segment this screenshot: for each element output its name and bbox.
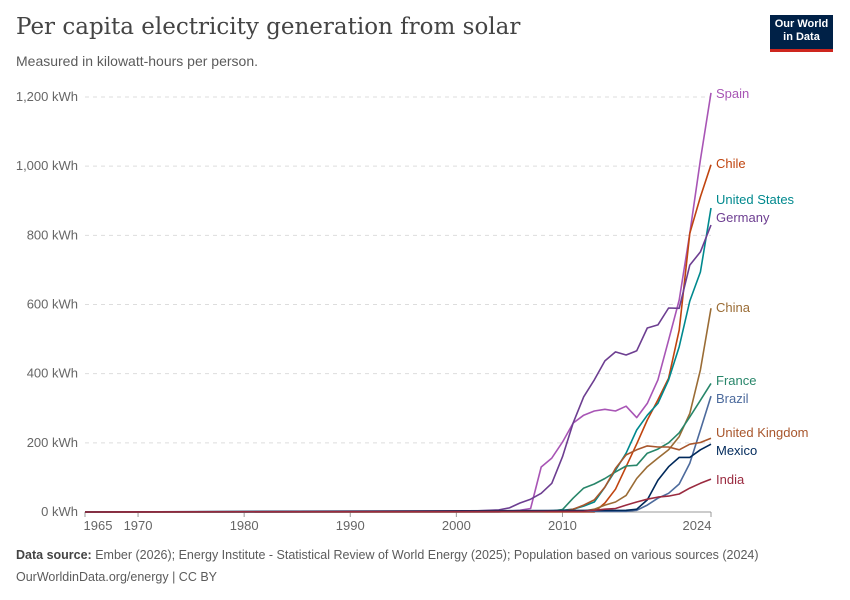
series-label: Mexico	[716, 443, 757, 458]
x-tick-label: 2010	[548, 518, 577, 533]
series-label: United States	[716, 192, 795, 207]
series-line-india	[84, 478, 712, 513]
series-label: Germany	[716, 210, 770, 225]
owid-logo[interactable]: Our World in Data	[770, 15, 833, 52]
footer-link[interactable]: OurWorldinData.org/energy | CC BY	[16, 570, 218, 584]
source-text: Ember (2026); Energy Institute - Statist…	[95, 548, 759, 562]
chart-subtitle: Measured in kilowatt-hours per person.	[16, 53, 259, 69]
series-line-brazil	[84, 395, 712, 513]
x-tick-label: 2024	[683, 518, 712, 533]
line-chart: 0 kWh 200 kWh 400 kWh 600 kWh 800 kWh 1,000 k…	[16, 86, 809, 533]
y-tick-label: 200 kWh	[27, 435, 78, 450]
series-label: United Kingdom	[716, 425, 809, 440]
source-label: Data source:	[16, 548, 92, 562]
series-label: China	[716, 300, 751, 315]
y-tick-label: 0 kWh	[41, 504, 78, 519]
series-label: France	[716, 373, 756, 388]
series-line-united-kingdom	[84, 437, 712, 513]
series-line-china	[84, 308, 712, 513]
x-tick-label: 2000	[442, 518, 471, 533]
series-label: Chile	[716, 156, 746, 171]
series-line-mexico	[84, 443, 712, 513]
series-line-germany	[84, 224, 712, 513]
x-tick-label: 1980	[230, 518, 259, 533]
y-tick-label: 400 kWh	[27, 366, 78, 381]
x-tick-label: 1965	[84, 518, 113, 533]
series-line-france	[84, 382, 712, 513]
series-line-spain	[85, 92, 712, 513]
series-label: Brazil	[716, 391, 749, 406]
x-tick-label: 1990	[336, 518, 365, 533]
data-source: Data source: Ember (2026); Energy Instit…	[16, 548, 759, 562]
series-line-chile	[85, 164, 712, 513]
chart-title: Per capita electricity generation from s…	[16, 14, 521, 40]
y-tick-label: 1,000 kWh	[16, 158, 78, 173]
y-tick-label: 1,200 kWh	[16, 89, 78, 104]
y-tick-label: 600 kWh	[27, 297, 78, 312]
y-tick-label: 800 kWh	[27, 227, 78, 242]
series-label: India	[716, 472, 745, 487]
series-label: Spain	[716, 86, 749, 101]
x-tick-label: 1970	[124, 518, 153, 533]
